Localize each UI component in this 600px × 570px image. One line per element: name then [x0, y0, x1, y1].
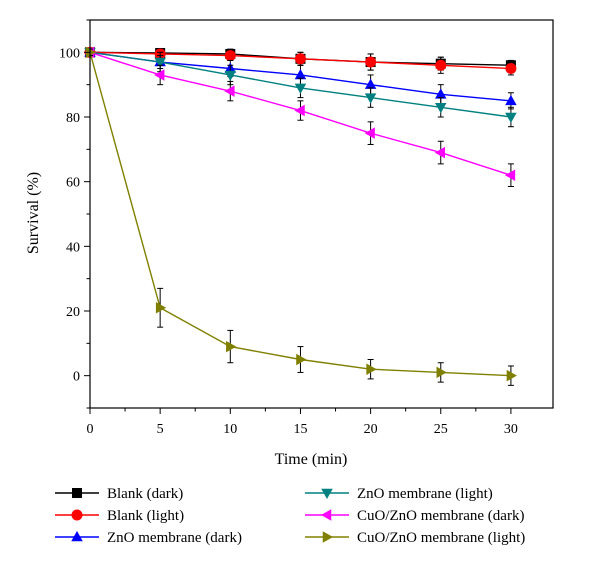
legend-label: CuO/ZnO membrane (dark)	[357, 508, 524, 524]
y-tick-label: 60	[66, 176, 80, 191]
legend-label: ZnO membrane (light)	[357, 486, 493, 502]
y-tick-label: 40	[66, 240, 80, 255]
data-point	[435, 88, 447, 99]
series-4	[84, 46, 516, 188]
legend-item-0: Blank (dark)	[55, 486, 183, 502]
legend-marker	[322, 531, 333, 543]
data-point	[365, 56, 377, 68]
data-point	[294, 68, 307, 80]
data-point	[506, 369, 517, 382]
legend-label: Blank (light)	[107, 508, 184, 524]
x-tick-label: 15	[293, 422, 307, 437]
data-point	[364, 93, 377, 104]
data-point	[155, 302, 167, 314]
legend-marker	[71, 509, 83, 521]
data-point	[296, 353, 307, 366]
legend-marker	[321, 509, 332, 521]
x-tick-label: 25	[434, 422, 448, 437]
x-tick-label: 20	[364, 422, 378, 437]
x-tick-label: 10	[223, 422, 237, 437]
data-point	[294, 83, 307, 94]
data-point	[436, 366, 447, 379]
legend-item-2: ZnO membrane (dark)	[55, 530, 242, 546]
y-tick-label: 20	[66, 305, 80, 320]
legend-marker	[72, 488, 82, 498]
data-point	[434, 146, 446, 159]
series-group	[84, 46, 517, 386]
legend-marker	[321, 488, 333, 499]
legend-item-1: Blank (light)	[55, 508, 184, 524]
legend: Blank (dark) Blank (light) ZnO membrane (d…	[55, 486, 525, 546]
data-point	[505, 63, 517, 74]
legend-item-4: CuO/ZnO membrane (dark)	[305, 508, 524, 524]
x-tick-label: 0	[87, 422, 94, 437]
legend-item-3: ZnO membrane (light)	[305, 486, 493, 502]
y-tick-label: 100	[59, 46, 80, 61]
x-tick-label: 30	[504, 422, 518, 437]
data-point	[364, 78, 377, 89]
data-point	[364, 127, 375, 139]
data-point	[435, 59, 447, 71]
data-point	[505, 94, 517, 106]
legend-item-5: CuO/ZnO membrane (light)	[305, 530, 525, 546]
y-axis-label: Survival (%)	[25, 172, 42, 254]
data-point	[435, 103, 447, 114]
data-point	[294, 53, 306, 65]
x-axis-label: Time (min)	[275, 451, 348, 468]
axes: 0 5 10 15 20 25 30 0 20 40 60 80 100	[59, 19, 554, 437]
legend-label: ZnO membrane (dark)	[107, 530, 242, 546]
data-point	[505, 112, 517, 123]
data-point	[154, 57, 166, 69]
data-point	[85, 46, 96, 59]
data-point	[224, 85, 235, 97]
data-point	[224, 50, 236, 62]
data-point	[226, 340, 237, 353]
data-point	[504, 169, 516, 181]
data-point	[366, 363, 377, 375]
x-tick-label: 5	[157, 422, 164, 437]
legend-label: CuO/ZnO membrane (light)	[357, 530, 525, 546]
legend-label: Blank (dark)	[107, 486, 183, 502]
data-point	[294, 104, 305, 117]
y-tick-label: 80	[66, 111, 80, 126]
legend-marker	[71, 531, 83, 542]
data-point	[154, 69, 165, 81]
data-point	[224, 70, 237, 81]
y-tick-label: 0	[73, 370, 80, 385]
